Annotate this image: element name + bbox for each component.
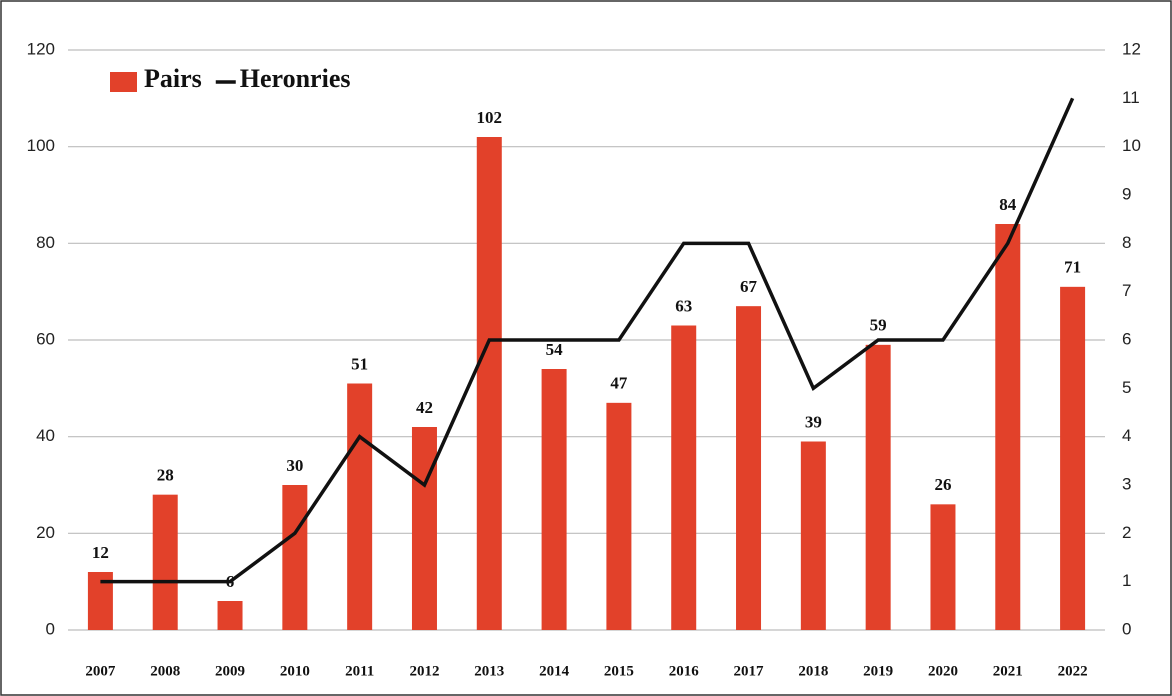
y2-tick-label: 2 <box>1122 523 1131 542</box>
bar <box>995 224 1021 630</box>
x-tick-label: 2012 <box>409 663 439 679</box>
bar <box>736 306 762 630</box>
x-tick-label: 2007 <box>85 663 116 679</box>
x-tick-label: 2016 <box>669 663 700 679</box>
value-label: 54 <box>546 340 564 359</box>
y2-tick-label: 6 <box>1122 329 1131 348</box>
y2-tick-label: 3 <box>1122 474 1131 493</box>
value-label: 26 <box>934 475 951 494</box>
value-label: 84 <box>999 195 1017 214</box>
x-tick-label: 2010 <box>280 663 310 679</box>
x-tick-label: 2022 <box>1058 663 1088 679</box>
bar <box>1060 286 1086 630</box>
y-tick-label: 80 <box>36 233 55 252</box>
value-label: 102 <box>477 108 503 127</box>
bar <box>541 369 567 630</box>
y2-tick-label: 1 <box>1122 571 1131 590</box>
bar <box>476 137 502 630</box>
bar <box>411 427 437 630</box>
bar <box>865 344 891 630</box>
value-label: 51 <box>351 354 368 373</box>
x-tick-label: 2009 <box>215 663 245 679</box>
x-tick-label: 2017 <box>734 663 765 679</box>
x-tick-label: 2013 <box>474 663 504 679</box>
y2-tick-label: 12 <box>1122 39 1141 58</box>
y2-tick-label: 0 <box>1122 619 1131 638</box>
x-tick-label: 2018 <box>798 663 828 679</box>
bar <box>930 504 956 630</box>
x-tick-label: 2019 <box>863 663 893 679</box>
x-tick-label: 2021 <box>993 663 1023 679</box>
bar <box>800 441 826 630</box>
bar <box>347 383 373 630</box>
value-label: 39 <box>805 412 822 431</box>
y-tick-label: 60 <box>36 329 55 348</box>
value-label: 12 <box>92 543 109 562</box>
legend-swatch <box>110 72 137 92</box>
line <box>100 97 1075 584</box>
x-tick-label: 2015 <box>604 663 634 679</box>
y2-tick-label: 8 <box>1122 233 1131 252</box>
x-tick-label: 2020 <box>928 663 958 679</box>
bar <box>152 494 178 630</box>
y2-tick-label: 5 <box>1122 378 1131 397</box>
bar <box>606 402 632 630</box>
value-label: 67 <box>740 277 758 296</box>
y-tick-label: 120 <box>27 39 55 58</box>
y2-tick-label: 7 <box>1122 281 1131 300</box>
y2-tick-label: 9 <box>1122 184 1131 203</box>
bar <box>671 325 697 630</box>
y2-tick-label: 4 <box>1122 426 1131 445</box>
y-tick-label: 20 <box>36 523 55 542</box>
value-label: 71 <box>1064 258 1081 277</box>
legend-label: Heronries <box>240 64 351 93</box>
y-tick-label: 0 <box>46 619 55 638</box>
y2-tick-label: 10 <box>1122 136 1141 155</box>
y2-tick-label: 11 <box>1122 88 1140 107</box>
x-tick-label: 2008 <box>150 663 180 679</box>
value-label: 42 <box>416 398 433 417</box>
x-tick-label: 2014 <box>539 663 570 679</box>
value-label: 30 <box>286 456 303 475</box>
value-label: 63 <box>675 296 692 315</box>
x-tick-label: 2011 <box>345 663 374 679</box>
legend-label: Pairs <box>144 64 202 93</box>
bar <box>282 485 308 630</box>
y-tick-label: 100 <box>27 136 55 155</box>
bar <box>217 601 243 630</box>
value-label: 28 <box>157 466 174 485</box>
value-label: 47 <box>610 374 628 393</box>
y-tick-label: 40 <box>36 426 55 445</box>
value-label: 59 <box>870 316 887 335</box>
